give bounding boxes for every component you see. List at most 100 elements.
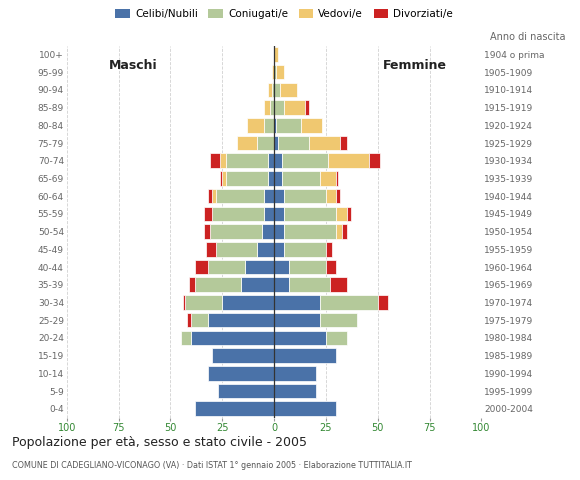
Bar (268, 83, 272, 97)
Bar (181, 331, 191, 345)
Bar (183, 295, 185, 310)
Bar (264, 118, 274, 132)
Bar (216, 189, 264, 204)
Bar (191, 313, 208, 327)
Bar (326, 189, 336, 204)
Bar (284, 189, 326, 204)
Bar (237, 136, 258, 150)
Text: COMUNE DI CADEGLIANO-VICONAGO (VA) · Dati ISTAT 1° gennaio 2005 · Elaborazione T: COMUNE DI CADEGLIANO-VICONAGO (VA) · Dat… (12, 461, 411, 470)
Bar (268, 154, 274, 168)
Bar (284, 224, 336, 239)
Legend: Celibi/Nubili, Coniugati/e, Vedovi/e, Divorziati/e: Celibi/Nubili, Coniugati/e, Vedovi/e, Di… (111, 5, 457, 24)
Bar (342, 224, 347, 239)
Bar (247, 118, 264, 132)
Bar (245, 260, 274, 274)
Bar (220, 171, 222, 186)
Bar (326, 242, 332, 257)
Bar (284, 206, 336, 221)
Bar (274, 366, 316, 381)
Bar (328, 154, 369, 168)
Bar (330, 277, 347, 292)
Bar (274, 100, 284, 115)
Bar (274, 83, 280, 97)
Bar (289, 277, 330, 292)
Bar (289, 260, 326, 274)
Bar (204, 206, 212, 221)
Text: Anno di nascita: Anno di nascita (490, 32, 565, 42)
Bar (274, 47, 278, 62)
Bar (274, 277, 289, 292)
Bar (320, 313, 357, 327)
Bar (208, 366, 274, 381)
Bar (226, 154, 268, 168)
Bar (305, 100, 309, 115)
Bar (222, 295, 274, 310)
Bar (220, 154, 226, 168)
Bar (274, 189, 284, 204)
Bar (212, 206, 264, 221)
Bar (274, 171, 282, 186)
Bar (274, 154, 282, 168)
Bar (274, 295, 320, 310)
Bar (264, 189, 274, 204)
Bar (206, 242, 216, 257)
Bar (208, 260, 245, 274)
Bar (185, 295, 222, 310)
Bar (212, 348, 274, 363)
Bar (264, 206, 274, 221)
Text: Popolazione per età, sesso e stato civile - 2005: Popolazione per età, sesso e stato civil… (12, 436, 307, 449)
Bar (264, 100, 270, 115)
Bar (187, 313, 191, 327)
Bar (274, 136, 278, 150)
Bar (195, 401, 274, 416)
Bar (258, 242, 274, 257)
Bar (274, 331, 326, 345)
Bar (284, 100, 305, 115)
Bar (204, 224, 210, 239)
Bar (274, 384, 316, 398)
Bar (274, 242, 284, 257)
Bar (336, 171, 338, 186)
Bar (309, 136, 340, 150)
Bar (326, 260, 336, 274)
Bar (262, 224, 274, 239)
Bar (258, 136, 274, 150)
Bar (282, 154, 328, 168)
Bar (336, 206, 347, 221)
Bar (326, 331, 347, 345)
Bar (191, 331, 274, 345)
Bar (218, 384, 274, 398)
Bar (195, 277, 241, 292)
Bar (216, 242, 258, 257)
Bar (340, 136, 347, 150)
Bar (274, 260, 289, 274)
Bar (274, 224, 284, 239)
Bar (347, 206, 351, 221)
Bar (336, 224, 342, 239)
Bar (369, 154, 380, 168)
Bar (272, 83, 274, 97)
Bar (274, 206, 284, 221)
Bar (222, 171, 226, 186)
Bar (208, 313, 274, 327)
Text: Maschi: Maschi (108, 59, 157, 72)
Bar (210, 154, 220, 168)
Bar (274, 65, 276, 79)
Bar (320, 295, 378, 310)
Bar (336, 189, 340, 204)
Bar (276, 118, 301, 132)
Bar (208, 189, 212, 204)
Bar (241, 277, 274, 292)
Bar (280, 83, 297, 97)
Bar (276, 65, 284, 79)
Bar (284, 242, 326, 257)
Bar (268, 171, 274, 186)
Bar (270, 100, 274, 115)
Bar (189, 277, 195, 292)
Bar (274, 313, 320, 327)
Bar (274, 118, 276, 132)
Bar (195, 260, 208, 274)
Bar (320, 171, 336, 186)
Bar (212, 189, 216, 204)
Text: Femmine: Femmine (383, 59, 447, 72)
